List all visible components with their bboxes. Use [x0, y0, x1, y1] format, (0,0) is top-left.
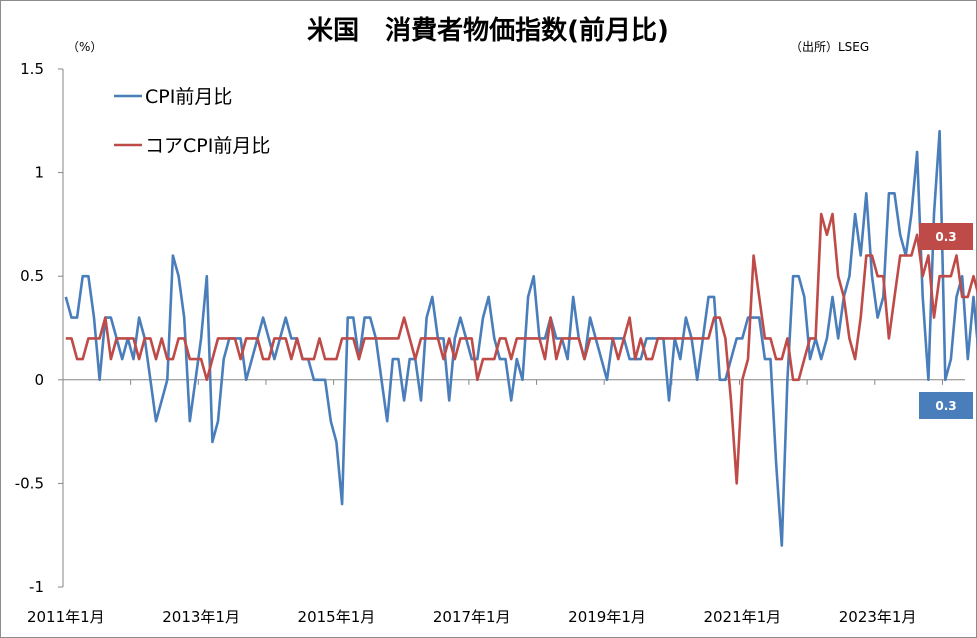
- y-unit-label: （%）: [67, 40, 102, 54]
- y-tick-label: -1: [29, 578, 44, 596]
- series-lines: [64, 129, 977, 547]
- end-value-label-cpi: 0.3: [935, 399, 956, 413]
- x-tick-label: 2023年1月: [839, 608, 917, 626]
- x-tick-label: 2011年1月: [27, 608, 105, 626]
- legend-label-core: コアCPI前月比: [145, 135, 270, 157]
- x-axis-ticks: 2011年1月 2013年1月 2015年1月 2017年1月 2019年1月 2021年…: [27, 379, 943, 626]
- y-tick-label: 0.5: [20, 267, 44, 285]
- source-label: （出所）LSEG: [790, 40, 869, 54]
- y-tick-label: 1.5: [20, 60, 44, 78]
- x-tick-label: 2015年1月: [298, 608, 376, 626]
- end-value-badge-core: [919, 223, 973, 250]
- legend: CPI前月比 コアCPI前月比: [114, 86, 270, 157]
- x-tick-label: 2021年1月: [703, 608, 781, 626]
- legend-label-cpi: CPI前月比: [145, 86, 232, 108]
- y-tick-label: -0.5: [15, 474, 44, 492]
- end-value-badge-cpi: [919, 392, 973, 419]
- y-tick-label: 0: [34, 371, 44, 389]
- x-tick-label: 2017年1月: [433, 608, 511, 626]
- x-tick-label: 2013年1月: [162, 608, 240, 626]
- x-tick-label: 2019年1月: [568, 608, 646, 626]
- y-tick-label: 1: [34, 164, 44, 182]
- chart-title: 米国 消費者物価指数(前月比): [307, 15, 669, 46]
- end-value-badges: 0.3 0.3: [919, 223, 973, 419]
- y-axis-ticks: 1.5 1 0.5 0 -0.5 -1: [15, 60, 63, 596]
- end-value-label-core: 0.3: [935, 230, 956, 244]
- series-line-core: [65, 212, 977, 485]
